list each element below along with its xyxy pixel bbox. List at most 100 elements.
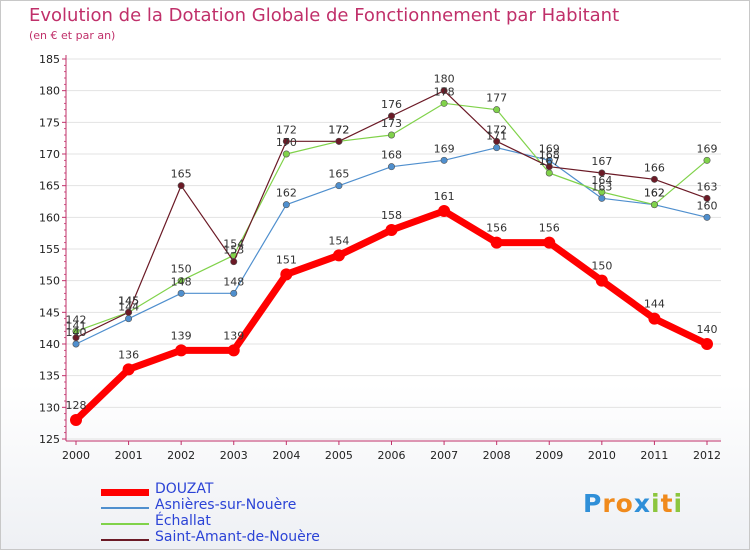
data-label-Asnières-sur-Nouère-2003: 148 (223, 275, 244, 288)
data-label-Échallat-2006: 173 (381, 117, 402, 130)
proxiti-logo: Proxiti (583, 489, 683, 518)
data-point-DOUZAT-2000 (70, 414, 82, 426)
data-label-Asnières-sur-Nouère-2005: 165 (328, 168, 349, 181)
data-label-Échallat-2000: 142 (66, 313, 87, 326)
data-point-DOUZAT-2001 (122, 363, 135, 376)
data-point-Échallat-2011 (650, 201, 658, 209)
data-point-Échallat-2009 (545, 169, 553, 177)
legend-item-Échallat: Échallat (101, 513, 361, 532)
data-label-DOUZAT-2007: 161 (434, 190, 455, 203)
data-label-Échallat-2003: 154 (223, 237, 244, 250)
data-label-Asnières-sur-Nouère-2007: 169 (434, 142, 455, 155)
data-point-Asnières-sur-Nouère-2005 (335, 182, 343, 190)
data-label-Échallat-2010: 164 (591, 174, 612, 187)
data-point-Asnières-sur-Nouère-2003 (230, 289, 238, 297)
data-label-Saint-Amant-de-Nouère-2001: 145 (118, 294, 139, 307)
data-label-Échallat-2012: 169 (697, 142, 718, 155)
data-label-Saint-Amant-de-Nouère-2003: 153 (223, 244, 244, 257)
data-point-DOUZAT-2012 (701, 338, 713, 350)
logo-letter: P (583, 489, 603, 518)
data-point-Saint-Amant-de-Nouère-2012 (703, 194, 711, 202)
data-point-Saint-Amant-de-Nouère-2011 (650, 175, 658, 183)
data-label-DOUZAT-2000: 128 (66, 399, 87, 412)
data-label-Saint-Amant-de-Nouère-2008: 172 (486, 123, 507, 136)
data-label-Échallat-2009: 167 (539, 155, 560, 168)
y-tick-label-175: 175 (39, 116, 60, 129)
logo-letter: o (615, 489, 634, 518)
data-label-Asnières-sur-Nouère-2012: 160 (697, 199, 718, 212)
data-point-DOUZAT-2010 (595, 274, 608, 287)
data-point-Asnières-sur-Nouère-2006 (387, 163, 395, 171)
data-label-DOUZAT-2011: 144 (644, 298, 665, 311)
y-tick-label-170: 170 (39, 148, 60, 161)
x-tick-label-2000: 2000 (62, 449, 90, 462)
data-label-Échallat-2001: 145 (118, 294, 139, 307)
data-point-DOUZAT-2005 (332, 249, 345, 262)
data-point-DOUZAT-2008 (490, 236, 503, 249)
data-point-Saint-Amant-de-Nouère-2006 (387, 112, 395, 120)
data-label-DOUZAT-2009: 156 (539, 222, 560, 235)
data-label-DOUZAT-2012: 140 (697, 323, 718, 336)
legend-label: Échallat (155, 513, 211, 529)
data-point-Échallat-2012 (703, 156, 711, 164)
data-label-Asnières-sur-Nouère-2010: 163 (591, 180, 612, 193)
data-label-Saint-Amant-de-Nouère-2009: 168 (539, 149, 560, 162)
data-point-Asnières-sur-Nouère-2008 (493, 144, 501, 152)
data-point-Asnières-sur-Nouère-2002 (177, 289, 185, 297)
y-tick-label-130: 130 (39, 401, 60, 414)
data-label-Saint-Amant-de-Nouère-2004: 172 (276, 123, 297, 136)
data-label-DOUZAT-2008: 156 (486, 222, 507, 235)
data-label-Saint-Amant-de-Nouère-2005: 172 (328, 123, 349, 136)
data-label-Échallat-2005: 172 (328, 123, 349, 136)
data-point-Échallat-2006 (387, 131, 395, 139)
x-tick-label-2003: 2003 (220, 449, 248, 462)
data-label-Saint-Amant-de-Nouère-2007: 180 (434, 73, 455, 86)
legend-item-DOUZAT: DOUZAT (101, 481, 361, 500)
data-point-Saint-Amant-de-Nouère-2005 (335, 137, 343, 145)
data-point-Saint-Amant-de-Nouère-2003 (230, 258, 238, 266)
x-tick-label-2002: 2002 (167, 449, 195, 462)
data-label-Échallat-2011: 162 (644, 187, 665, 200)
logo-letter: x (633, 489, 651, 518)
data-label-Asnières-sur-Nouère-2009: 169 (539, 142, 560, 155)
data-label-Saint-Amant-de-Nouère-2010: 167 (591, 155, 612, 168)
chart-title: Evolution de la Dotation Globale de Fonc… (29, 5, 620, 26)
logo-letter: i (651, 489, 661, 518)
legend-item-Saint-Amant-de-Nouère: Saint-Amant-de-Nouère (101, 529, 361, 548)
y-tick-label-145: 145 (39, 306, 60, 319)
data-label-Asnières-sur-Nouère-2000: 140 (66, 326, 87, 339)
data-point-Asnières-sur-Nouère-2001 (125, 315, 133, 323)
data-label-Saint-Amant-de-Nouère-2002: 165 (171, 168, 192, 181)
x-tick-label-2007: 2007 (430, 449, 458, 462)
y-tick-label-180: 180 (39, 85, 60, 98)
y-tick-label-155: 155 (39, 243, 60, 256)
x-tick-label-2011: 2011 (640, 449, 668, 462)
x-tick-label-2008: 2008 (483, 449, 511, 462)
y-tick-label-150: 150 (39, 275, 60, 288)
data-point-Échallat-2010 (598, 188, 606, 196)
data-label-Échallat-2004: 170 (276, 136, 297, 149)
data-label-DOUZAT-2003: 139 (223, 329, 244, 342)
y-tick-label-125: 125 (39, 433, 60, 446)
data-point-DOUZAT-2002 (175, 344, 188, 357)
data-point-Saint-Amant-de-Nouère-2000 (72, 334, 80, 342)
legend-label: DOUZAT (155, 481, 214, 497)
legend-swatch (101, 507, 149, 509)
data-point-DOUZAT-2009 (543, 236, 556, 249)
data-point-DOUZAT-2011 (648, 312, 661, 325)
data-point-Asnières-sur-Nouère-2010 (598, 194, 606, 202)
legend-swatch (101, 539, 149, 541)
data-point-Saint-Amant-de-Nouère-2008 (493, 137, 501, 145)
legend-swatch (101, 488, 149, 496)
data-point-Asnières-sur-Nouère-2000 (72, 340, 80, 348)
data-point-Échallat-2002 (177, 277, 185, 285)
data-label-Saint-Amant-de-Nouère-2000: 141 (66, 320, 87, 333)
y-tick-label-160: 160 (39, 211, 60, 224)
x-tick-label-2006: 2006 (378, 449, 406, 462)
data-label-DOUZAT-2006: 158 (381, 209, 402, 222)
data-point-DOUZAT-2003 (227, 344, 240, 357)
data-point-Saint-Amant-de-Nouère-2009 (545, 163, 553, 171)
data-point-Asnières-sur-Nouère-2004 (282, 201, 290, 209)
data-point-Saint-Amant-de-Nouère-2002 (177, 182, 185, 190)
